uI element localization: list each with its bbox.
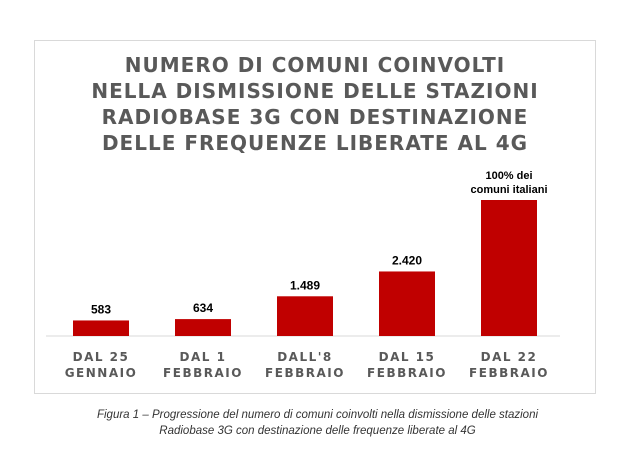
category-label-4-line-2: FEBBRAIO [367, 366, 447, 380]
category-label-5-line-2: FEBBRAIO [469, 366, 549, 380]
bar-1 [73, 320, 129, 336]
chart-title-line-4: DELLE FREQUENZE LIBERATE AL 4G [101, 131, 529, 155]
data-label-2: 634 [193, 301, 213, 315]
bar-3 [277, 296, 333, 336]
chart-title-line-1: NUMERO DI COMUNI COINVOLTI [124, 53, 506, 77]
data-label-1: 583 [91, 302, 111, 316]
category-label-1-line-2: GENNAIO [65, 366, 138, 380]
bar-5 [481, 200, 537, 336]
category-label-2-line-1: DAL 1 [180, 350, 227, 364]
chart-title-line-2: NELLA DISMISSIONE DELLE STAZIONI [91, 79, 539, 103]
data-label-5-line-1: 100% dei [485, 170, 532, 182]
figure-caption-line-2: Radiobase 3G con destinazione delle freq… [159, 425, 476, 437]
category-label-5-line-1: DAL 22 [481, 350, 538, 364]
figure-caption-line-1: Figura 1 – Progressione del numero di co… [96, 409, 539, 421]
data-label-4: 2.420 [392, 253, 422, 267]
bar-2 [175, 319, 231, 336]
category-label-3-line-1: DALL'8 [277, 350, 333, 364]
data-label-5-line-2: comuni italiani [470, 184, 547, 196]
chart-title: NUMERO DI COMUNI COINVOLTI NELLA DISMISS… [34, 52, 596, 156]
bar-4 [379, 271, 435, 336]
category-label-1-line-1: DAL 25 [73, 350, 130, 364]
chart-title-line-3: RADIOBASE 3G CON DESTINAZIONE [101, 105, 529, 129]
category-label-2-line-2: FEBBRAIO [163, 366, 243, 380]
data-label-3: 1.489 [290, 278, 320, 292]
category-label-4-line-1: DAL 15 [379, 350, 436, 364]
category-label-3-line-2: FEBBRAIO [265, 366, 345, 380]
